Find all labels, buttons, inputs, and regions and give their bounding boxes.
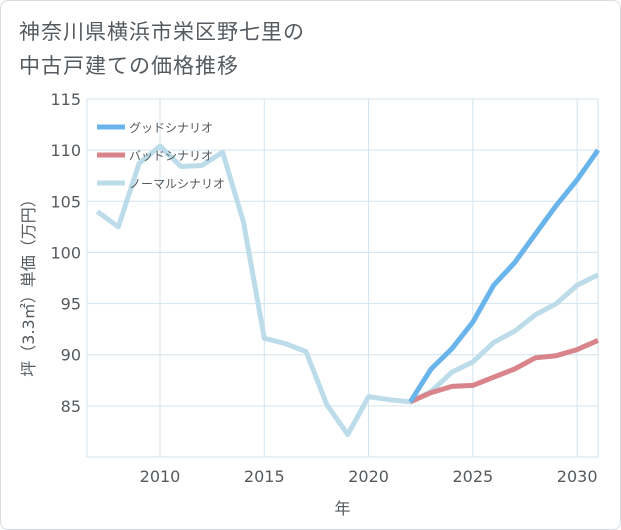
series-layer (95, 143, 601, 437)
y-tick-label: 115 (50, 90, 81, 109)
x-tick-label: 2010 (140, 467, 181, 486)
chart-title-line-1: 神奈川県横浜市栄区野七里の (19, 20, 305, 44)
y-tick-label: 105 (50, 192, 81, 211)
legend-label-1: バッドシナリオ (129, 149, 213, 163)
legend-label-2: ノーマルシナリオ (129, 177, 225, 191)
series-line-0 (408, 148, 601, 404)
legend-label-0: グッドシナリオ (129, 121, 213, 135)
y-tick-label: 110 (50, 141, 81, 160)
x-tick-label: 2015 (244, 467, 285, 486)
chart-title-line-2: 中古戸建ての価格推移 (19, 54, 239, 78)
series-line-1 (409, 338, 600, 405)
x-tick-label: 2025 (452, 467, 493, 486)
y-axis-ticks: 85 90 95 100 105 110 115 (50, 90, 81, 416)
plot-frame (86, 98, 599, 458)
x-axis-ticks: 2010 2015 2020 2025 2030 (140, 467, 598, 486)
x-tick-label: 2020 (348, 467, 389, 486)
y-axis-label: 坪（3.3㎡）単価（万円） (19, 191, 38, 376)
y-tick-label: 100 (50, 243, 81, 262)
x-axis-label: 年 (334, 499, 350, 518)
y-tick-label: 95 (61, 295, 81, 314)
chart-title: 神奈川県横浜市栄区野七里の 中古戸建ての価格推移 (19, 15, 579, 83)
y-tick-label: 90 (61, 346, 81, 365)
series-line-2 (95, 143, 600, 437)
y-tick-label: 85 (61, 397, 81, 416)
x-tick-label: 2030 (557, 467, 598, 486)
